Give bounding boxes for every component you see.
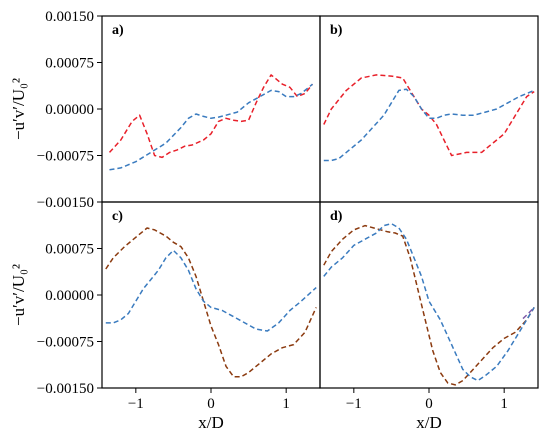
x-tick-label: 0: [425, 396, 433, 412]
series-line-red: [108, 74, 314, 159]
x-tick-label: −1: [346, 396, 362, 412]
x-tick-label: 0: [207, 396, 215, 412]
panel-c-frame: [101, 201, 321, 389]
x-axis-label-left: x/D: [198, 413, 224, 432]
y-tick-label: −0.00075: [37, 149, 94, 165]
x-axis-label-right: x/D: [416, 413, 442, 432]
series-line-blue: [323, 88, 535, 162]
y-tick-label: 0.00075: [45, 56, 94, 72]
series-line-blue: [109, 83, 313, 171]
y-tick-label: 0.00075: [45, 242, 94, 258]
series-line-brown: [105, 227, 317, 378]
panel-d-label: d): [330, 209, 343, 224]
y-axis-label-bottom: −u′v′/U₀²: [9, 264, 28, 326]
y-tick-label: 0.00000: [45, 102, 94, 118]
y-tick-label: 0.00000: [45, 288, 94, 304]
series-line-red: [323, 74, 535, 157]
y-tick-label: −0.00150: [37, 195, 94, 211]
series-line-blue: [323, 222, 535, 382]
y-tick-label: 0.00150: [45, 9, 94, 25]
series-line-purple: [522, 306, 535, 320]
panel-a-frame: [101, 15, 321, 203]
y-tick-label: −0.00150: [37, 381, 94, 397]
x-tick-label: 1: [500, 396, 508, 412]
series-line-brown: [323, 224, 535, 386]
x-tick-label: 1: [282, 396, 290, 412]
x-tick-label: −1: [128, 396, 144, 412]
panel-b-frame: [319, 15, 539, 203]
y-tick-label: −0.00075: [37, 335, 94, 351]
panel-d-frame: [319, 201, 539, 389]
panel-a-label: a): [112, 23, 124, 38]
panel-c-label: c): [112, 209, 123, 224]
y-axis-label-top: −u′v′/U₀²: [9, 78, 28, 140]
series-line-blue: [105, 249, 317, 332]
panel-b-label: b): [330, 23, 343, 38]
